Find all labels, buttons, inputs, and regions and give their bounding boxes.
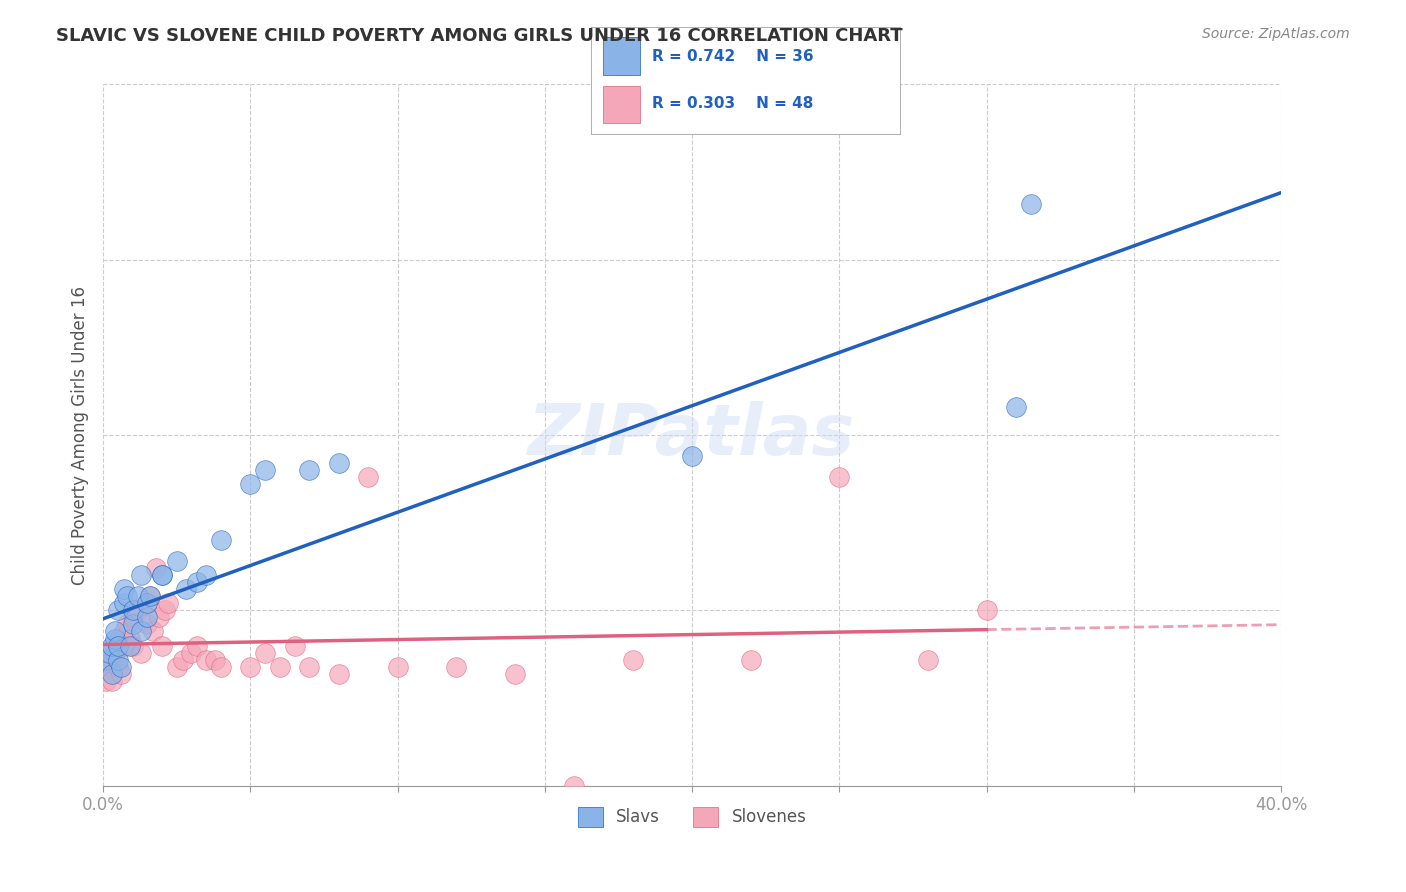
Point (976, 603, 998, 617)
Point (357, 470, 380, 484)
Point (112, 596, 135, 610)
Point (740, 652, 762, 666)
Point (107, 652, 129, 666)
Y-axis label: Child Poverty Among Girls Under 16: Child Poverty Among Girls Under 16 (72, 285, 89, 584)
Text: ZIPatlas: ZIPatlas (529, 401, 856, 469)
Point (94, 652, 117, 666)
Point (1005, 400, 1028, 414)
Point (136, 610, 159, 624)
Point (166, 554, 188, 568)
Point (209, 659, 232, 673)
Point (254, 463, 277, 477)
Point (101, 666, 124, 681)
Point (172, 652, 194, 666)
Point (446, 659, 468, 673)
Point (98, 646, 121, 660)
Point (107, 603, 129, 617)
Point (195, 652, 218, 666)
Point (131, 624, 153, 639)
Point (387, 659, 409, 673)
Point (136, 617, 159, 632)
Point (239, 477, 262, 491)
Bar (603, 86, 640, 123)
Text: R = 0.742    N = 36: R = 0.742 N = 36 (652, 49, 814, 64)
Point (118, 632, 141, 646)
Point (107, 639, 129, 653)
Point (562, 779, 585, 793)
Point (186, 575, 208, 590)
Point (112, 639, 135, 653)
Text: Source: ZipAtlas.com: Source: ZipAtlas.com (1202, 27, 1350, 41)
Point (254, 646, 277, 660)
Point (121, 639, 143, 653)
Point (283, 639, 305, 653)
Point (156, 596, 179, 610)
Point (166, 659, 188, 673)
Point (209, 533, 232, 548)
Point (239, 659, 262, 673)
Point (505, 666, 527, 681)
Point (328, 666, 350, 681)
Point (142, 624, 165, 639)
Point (328, 456, 350, 470)
Point (112, 624, 135, 639)
Point (104, 632, 127, 646)
Legend: Slavs, Slovenes: Slavs, Slovenes (571, 800, 813, 833)
Point (828, 470, 851, 484)
Point (94, 673, 117, 688)
Point (101, 639, 124, 653)
Point (127, 590, 149, 604)
Point (131, 646, 153, 660)
Point (101, 652, 124, 666)
Point (174, 582, 197, 597)
Point (104, 624, 127, 639)
Point (101, 673, 124, 688)
Point (1019, 196, 1042, 211)
Point (118, 639, 141, 653)
Point (98, 659, 121, 673)
Point (121, 610, 143, 624)
Point (195, 568, 218, 582)
Point (136, 596, 159, 610)
Point (148, 610, 170, 624)
Point (298, 659, 321, 673)
Point (186, 639, 208, 653)
Text: R = 0.303    N = 48: R = 0.303 N = 48 (652, 96, 814, 112)
Point (139, 590, 162, 604)
Point (681, 449, 703, 463)
Point (110, 659, 132, 673)
Point (112, 582, 135, 597)
Point (150, 568, 173, 582)
Point (104, 646, 127, 660)
Point (150, 568, 173, 582)
Point (131, 568, 153, 582)
Point (139, 590, 162, 604)
Point (115, 617, 138, 632)
Point (917, 652, 939, 666)
Point (145, 561, 167, 575)
Point (121, 617, 143, 632)
Bar (603, 37, 640, 75)
Point (621, 652, 644, 666)
Point (115, 590, 138, 604)
Point (150, 639, 173, 653)
Point (180, 646, 202, 660)
Point (107, 632, 129, 646)
Point (269, 659, 291, 673)
Point (136, 596, 159, 610)
Point (153, 603, 176, 617)
Point (121, 603, 143, 617)
Point (204, 652, 226, 666)
Point (110, 666, 132, 681)
Point (127, 603, 149, 617)
Point (298, 463, 321, 477)
Text: SLAVIC VS SLOVENE CHILD POVERTY AMONG GIRLS UNDER 16 CORRELATION CHART: SLAVIC VS SLOVENE CHILD POVERTY AMONG GI… (56, 27, 903, 45)
Point (107, 659, 129, 673)
